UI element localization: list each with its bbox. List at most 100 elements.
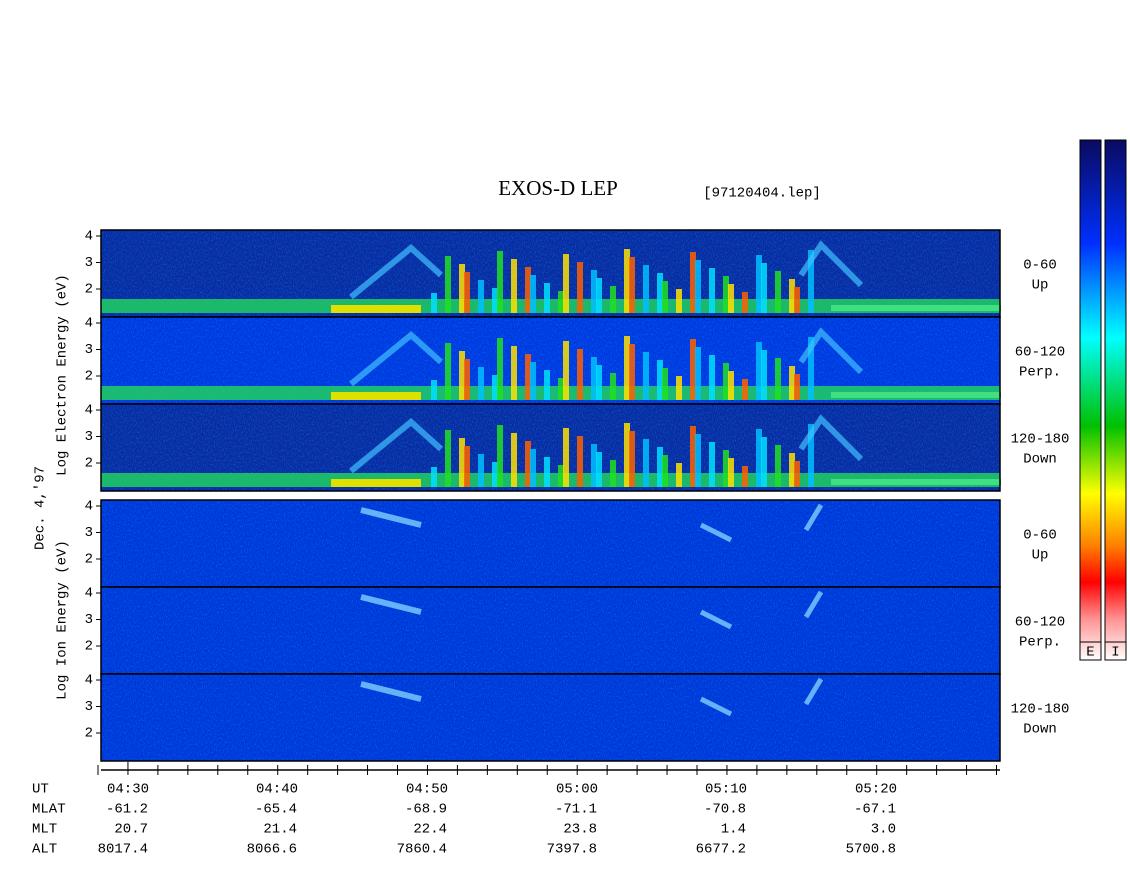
burst: [808, 250, 814, 313]
y-tick-label: 3: [85, 525, 93, 541]
burst: [497, 251, 503, 313]
row-value: 6677.2: [696, 842, 746, 858]
burst: [789, 279, 795, 313]
burst: [624, 423, 630, 487]
burst: [761, 263, 767, 313]
burst: [761, 437, 767, 487]
burst: [794, 374, 800, 400]
burst: [756, 255, 762, 313]
burst: [775, 271, 781, 313]
inverted-v: [798, 327, 864, 375]
row-value: 8066.6: [247, 842, 297, 858]
burst: [728, 458, 734, 487]
burst: [610, 286, 616, 313]
burst: [445, 430, 451, 487]
y-tick-label: 2: [85, 639, 93, 655]
burst: [657, 360, 663, 400]
y-tick-label: 2: [85, 726, 93, 742]
y-tick-label: 4: [85, 229, 93, 245]
low-energy-core: [831, 305, 1001, 311]
burst: [464, 446, 470, 487]
burst: [676, 463, 682, 487]
burst: [591, 270, 597, 313]
burst: [723, 450, 729, 487]
burst: [728, 284, 734, 313]
ion-beam: [803, 677, 824, 706]
inverted-v: [349, 331, 444, 387]
pitch-angle-label: 120-180: [1011, 432, 1070, 448]
burst: [492, 288, 498, 313]
burst: [690, 252, 696, 313]
direction-label: Up: [1032, 548, 1049, 564]
burst: [695, 260, 701, 313]
colorbar: [1079, 139, 1102, 661]
burst: [558, 291, 564, 313]
burst: [459, 438, 465, 487]
burst: [624, 249, 630, 313]
row-value: 04:50: [406, 782, 448, 798]
burst: [794, 287, 800, 313]
burst: [610, 373, 616, 400]
row-value: 04:40: [256, 782, 298, 798]
y-tick-label: 4: [85, 499, 93, 515]
burst: [756, 342, 762, 400]
y-tick-label: 2: [85, 369, 93, 385]
burst: [525, 441, 531, 487]
burst: [445, 343, 451, 400]
y-tick-label: 3: [85, 255, 93, 271]
ion-beam: [803, 590, 824, 619]
inverted-v: [349, 418, 444, 474]
colorbar: [1104, 139, 1127, 661]
electron-axis-label: Log Electron Energy (eV): [55, 274, 71, 476]
colorbar-label: E: [1086, 645, 1094, 661]
burst: [676, 289, 682, 313]
burst: [662, 455, 668, 487]
burst: [591, 357, 597, 400]
ion-beam: [360, 681, 422, 702]
ion-beam: [360, 507, 422, 528]
burst: [445, 256, 451, 313]
burst: [676, 376, 682, 400]
row-value: -65.4: [255, 802, 297, 818]
burst: [643, 439, 649, 487]
low-energy-core: [831, 479, 1001, 485]
burst: [742, 292, 748, 313]
burst: [544, 370, 550, 400]
row-value: -70.8: [704, 802, 746, 818]
pitch-angle-label: 120-180: [1011, 702, 1070, 718]
y-tick-label: 2: [85, 456, 93, 472]
row-value: 1.4: [721, 822, 746, 838]
row-value: -71.1: [555, 802, 597, 818]
y-tick-label: 4: [85, 316, 93, 332]
direction-label: Down: [1023, 452, 1057, 468]
burst: [478, 367, 484, 400]
y-tick-label: 4: [85, 403, 93, 419]
burst: [728, 371, 734, 400]
burst: [596, 365, 602, 400]
burst: [794, 461, 800, 487]
burst: [431, 467, 437, 487]
colorbar-label: I: [1111, 645, 1119, 661]
title: EXOS-D LEP: [498, 176, 618, 200]
burst: [563, 428, 569, 487]
burst: [431, 293, 437, 313]
burst: [629, 257, 635, 313]
burst: [511, 259, 517, 313]
burst: [596, 278, 602, 313]
burst: [624, 336, 630, 400]
row-value: 20.7: [114, 822, 148, 838]
burst: [492, 375, 498, 400]
burst: [464, 272, 470, 313]
burst: [558, 465, 564, 487]
pitch-angle-label: 0-60: [1023, 258, 1057, 274]
burst: [643, 265, 649, 313]
ion-beam: [360, 594, 422, 615]
burst: [709, 268, 715, 313]
row-value: 05:00: [556, 782, 598, 798]
ion-beam: [803, 503, 824, 532]
burst: [478, 280, 484, 313]
burst: [709, 355, 715, 400]
burst: [596, 452, 602, 487]
burst: [497, 425, 503, 487]
low-energy-core: [831, 392, 1001, 398]
